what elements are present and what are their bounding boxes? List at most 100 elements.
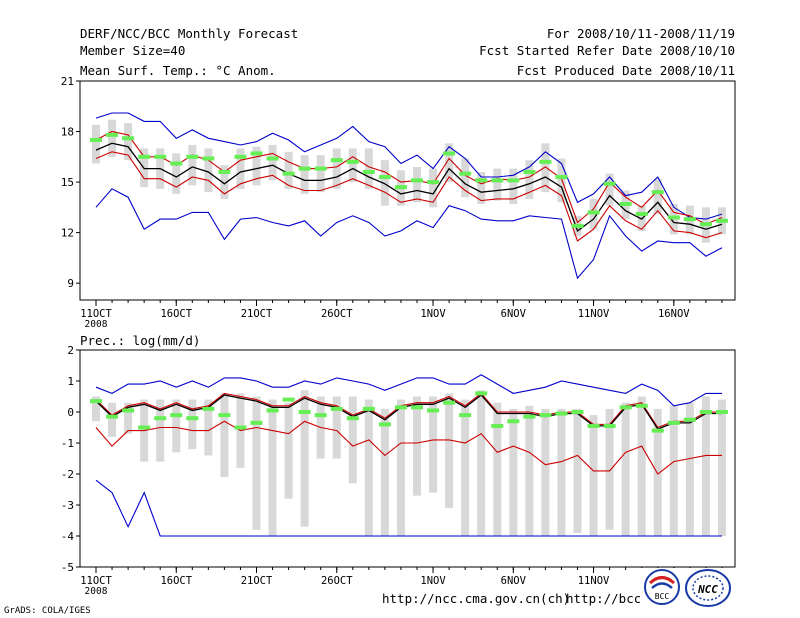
precip-median-day-23 [443,400,456,405]
temp-median-day-21 [411,178,423,183]
precip-ytick-label: -4 [61,530,75,543]
chart-title: DERF/NCC/BCC Monthly Forecast [80,26,298,41]
precip-median-day-29 [539,413,552,418]
temp-box-day-36 [653,178,662,215]
temp-box-day-25 [477,171,486,204]
precip-median-day-1 [90,399,102,404]
precip-median-day-34 [619,405,632,410]
precip-median-day-40 [715,410,728,414]
temp-xtick-label: 16OCT [160,308,192,320]
temp-median-day-39 [699,222,712,227]
precip-box-day-9 [220,393,229,478]
precip-median-day-19 [378,422,391,427]
precip-median-day-30 [555,411,568,416]
started-date: Fcst Started Refer Date 2008/10/10 [479,43,735,58]
precip-box-day-33 [605,408,614,530]
url-ncc[interactable]: http://ncc.cma.gov.cn(ch) [382,591,570,606]
precip-median-day-32 [587,423,600,428]
precip-box-day-32 [589,415,598,536]
temp-xtick-label: 11OCT [80,308,112,320]
temp-ytick-label: 12 [61,227,74,240]
temp-ytick-label: 15 [61,176,74,189]
precip-median-day-18 [362,406,375,411]
temp-median-day-9 [218,169,231,174]
precip-median-day-13 [282,397,295,402]
precip-median-day-35 [635,403,648,408]
temp-median-day-17 [346,159,359,164]
temp-median-day-22 [427,180,440,185]
precip-median-day-22 [427,408,440,413]
precip-box-day-24 [461,399,470,536]
precip-box-day-20 [396,399,405,536]
temp-line-upper [95,130,723,225]
precip-median-day-10 [234,425,247,430]
precip-median-day-25 [475,391,488,396]
precip-xtick-label: 21OCT [241,575,273,587]
precip-box-day-26 [493,402,502,536]
bcc-logo-text: BCC [655,592,670,601]
precip-box-day-1 [92,396,100,422]
temp-box-day-33 [605,173,614,206]
precip-box-day-22 [429,396,438,493]
temp-box-day-12 [268,145,277,181]
precip-median-day-16 [330,406,343,411]
precip-median-day-28 [523,414,536,419]
precip-ytick-label: 0 [67,406,74,419]
temp-xtick-label: 21OCT [241,308,273,320]
temp-box-day-9 [220,165,229,199]
precip-box-day-40 [717,399,726,536]
temp-xtick-label: 1NOV [420,308,446,320]
precip-median-day-17 [346,416,359,421]
temp-box-day-16 [332,148,341,189]
temp-median-day-26 [491,178,504,183]
precip-line-max [95,374,722,407]
precip-box-day-7 [188,399,197,450]
temp-median-day-3 [122,136,135,141]
precip-box-day-31 [573,408,582,533]
precip-box-day-8 [204,399,213,456]
precip-median-day-14 [298,410,311,414]
temp-box-day-3 [124,123,133,161]
temp-ytick-label: 21 [61,75,74,88]
temp-median-day-38 [683,217,696,222]
precip-xtick-label: 1NOV [420,575,446,587]
precip-box-day-34 [621,402,630,536]
precip-ytick-label: -1 [61,437,74,450]
precip-box-day-36 [653,408,662,536]
temp-median-day-12 [266,156,279,161]
precip-median-day-8 [202,406,215,411]
precip-ytick-label: -3 [61,499,74,512]
precip-box-day-6 [172,399,181,453]
precip-xtick-label: 26OCT [321,575,353,587]
temp-box-day-15 [316,155,325,193]
temp-box-day-10 [236,148,245,189]
precip-box-day-11 [252,396,261,530]
temp-median-day-8 [202,156,215,161]
temp-box-day-18 [364,148,373,189]
precip-xtick-label: 11OCT [80,575,112,587]
precip-median-day-5 [154,416,167,421]
temp-xtick-year: 2008 [85,319,108,330]
temp-box-day-13 [284,151,293,189]
temp-median-day-30 [555,175,568,180]
temp-box-day-21 [413,166,421,203]
precip-box-day-14 [300,390,309,527]
temp-median-day-23 [443,151,456,156]
temp-box-day-6 [172,153,181,194]
temp-median-day-13 [282,171,295,176]
temp-median-day-20 [394,185,407,190]
precip-panel-title: Prec.: log(mm/d) [80,333,200,348]
temp-median-day-33 [603,181,616,186]
precip-box-day-27 [509,408,518,536]
precip-ytick-label: -5 [61,561,74,574]
temp-median-day-14 [298,166,311,171]
temp-median-day-1 [90,137,102,142]
precip-box-day-29 [541,408,550,536]
ncc-logo: NCC [685,569,731,607]
temp-xtick-label: 11NOV [578,308,610,320]
temp-median-day-16 [330,158,343,163]
precip-median-day-2 [106,414,119,419]
temp-line-max [95,112,723,220]
